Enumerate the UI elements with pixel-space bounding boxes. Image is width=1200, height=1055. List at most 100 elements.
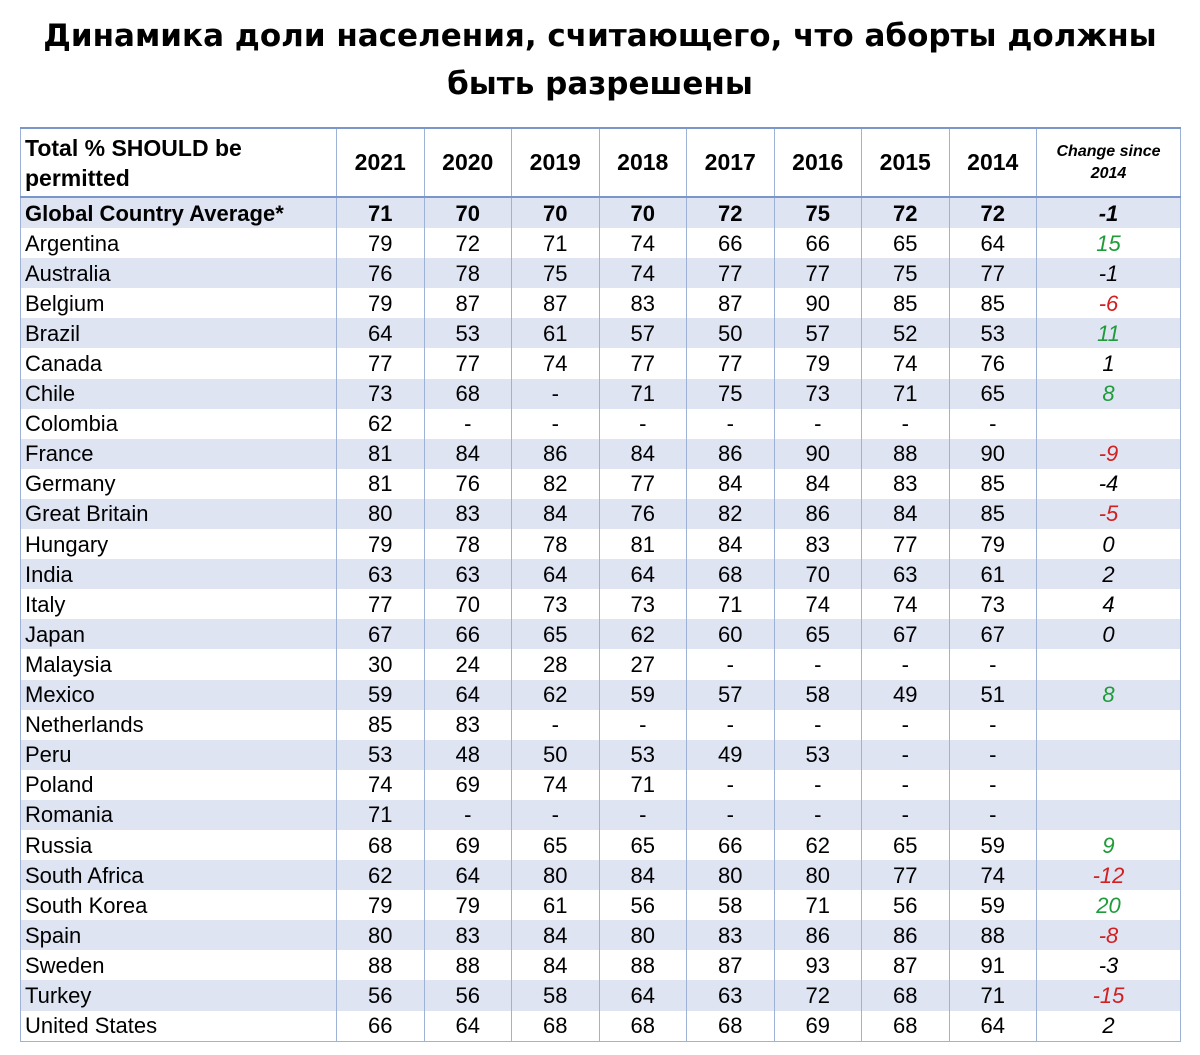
value-cell-2016: 70 xyxy=(773,559,862,590)
value-cell-2021: 73 xyxy=(336,378,425,409)
value-cell-2016: 79 xyxy=(773,348,862,379)
country-cell: Colombia xyxy=(20,408,337,439)
header-year-2021: 2021 xyxy=(336,127,425,198)
value-cell-2014: 76 xyxy=(948,348,1037,379)
value-cell-2016: 86 xyxy=(773,498,862,530)
value-cell-2017: 84 xyxy=(686,468,775,499)
value-cell-2017: 80 xyxy=(686,860,775,891)
change-cell xyxy=(1036,739,1181,770)
page-title: Динамика доли населения, считающего, что… xyxy=(43,18,1157,102)
value-cell-2016: 77 xyxy=(773,258,862,289)
value-cell-2014: 51 xyxy=(948,679,1037,710)
value-cell-2020: - xyxy=(423,799,512,830)
value-cell-2018: 57 xyxy=(598,318,687,349)
value-cell-2021: 81 xyxy=(336,438,425,469)
value-cell-2020: 24 xyxy=(423,649,512,680)
value-cell-2020: 70 xyxy=(423,197,512,229)
change-cell xyxy=(1036,408,1181,439)
value-cell-2017: 68 xyxy=(686,1010,775,1042)
value-cell-2020: 70 xyxy=(423,589,512,620)
value-cell-2015: 49 xyxy=(861,679,950,710)
value-cell-2020: 84 xyxy=(423,438,512,469)
value-cell-2019: - xyxy=(511,709,600,740)
value-cell-2015: 83 xyxy=(861,468,950,499)
value-cell-2019: 75 xyxy=(511,258,600,289)
value-cell-2020: 48 xyxy=(423,739,512,770)
table-row: India 63 63 64 64 68 70 63 61 2 xyxy=(20,559,1181,590)
header-year-2014: 2014 xyxy=(948,127,1037,198)
value-cell-2014: 59 xyxy=(948,890,1037,921)
table-row: Colombia 62- - - - - - - xyxy=(20,408,1181,439)
header-year-2019: 2019 xyxy=(511,127,600,198)
value-cell-2016: 72 xyxy=(773,980,862,1011)
value-cell-2021: 79 xyxy=(336,529,425,560)
table-row: Hungary 79 78 78 81 84 83 77 79 0 xyxy=(20,529,1181,560)
table-row: Argentina 79 72 71 74 66 66 65 64 15 xyxy=(20,228,1181,259)
change-cell xyxy=(1036,709,1181,740)
value-cell-2018: 83 xyxy=(598,288,687,319)
value-cell-2020: 64 xyxy=(423,1010,512,1042)
value-cell-2019: 65 xyxy=(511,829,600,861)
value-cell-2014: - xyxy=(948,799,1037,830)
change-cell: 2 xyxy=(1036,559,1181,590)
country-cell: Peru xyxy=(20,739,337,770)
country-cell: South Africa xyxy=(20,860,337,891)
value-cell-2020: 64 xyxy=(423,860,512,891)
table-row: Sweden 88 88 84 88 87 93 87 91 -3 xyxy=(20,950,1181,981)
value-cell-2014: 65 xyxy=(948,378,1037,409)
value-cell-2015: 63 xyxy=(861,559,950,590)
value-cell-2017: 66 xyxy=(686,228,775,259)
value-cell-2020: 66 xyxy=(423,619,512,650)
value-cell-2019: 58 xyxy=(511,980,600,1011)
value-cell-2018: 74 xyxy=(598,258,687,289)
header-year-2020: 2020 xyxy=(423,127,512,198)
value-cell-2017: - xyxy=(686,709,775,740)
change-cell: -15 xyxy=(1036,980,1181,1011)
value-cell-2020: 76 xyxy=(423,468,512,499)
value-cell-2019: 74 xyxy=(511,769,600,800)
value-cell-2017: 82 xyxy=(686,498,775,530)
value-cell-2019: 74 xyxy=(511,348,600,379)
value-cell-2018: 65 xyxy=(598,829,687,861)
header-row: Total % SHOULD be permitted 2021 2020 2019 2… xyxy=(20,127,1181,198)
change-cell xyxy=(1036,769,1181,800)
table-row: Great Britain 80 83 84 76 82 86 84 85 -5 xyxy=(20,498,1181,530)
value-cell-2017: 87 xyxy=(686,950,775,981)
value-cell-2015: 75 xyxy=(861,258,950,289)
value-cell-2014: 90 xyxy=(948,438,1037,469)
value-cell-2016: 93 xyxy=(773,950,862,981)
value-cell-2017: 49 xyxy=(686,739,775,770)
value-cell-2015: 84 xyxy=(861,498,950,530)
change-cell: 15 xyxy=(1036,228,1181,259)
value-cell-2020: 78 xyxy=(423,258,512,289)
value-cell-2016: 53 xyxy=(773,739,862,770)
table-row: Mexico 59 64 62 59 57 58 49 51 8 xyxy=(20,679,1181,710)
value-cell-2021: 71 xyxy=(336,799,425,830)
value-cell-2015: - xyxy=(861,769,950,800)
value-cell-2016: 73 xyxy=(773,378,862,409)
value-cell-2017: 86 xyxy=(686,438,775,469)
country-cell: Hungary xyxy=(20,529,337,560)
country-cell: India xyxy=(20,559,337,590)
value-cell-2020: 87 xyxy=(423,288,512,319)
value-cell-2017: 84 xyxy=(686,529,775,560)
value-cell-2017: 50 xyxy=(686,318,775,349)
value-cell-2015: 67 xyxy=(861,619,950,650)
country-cell: Germany xyxy=(20,468,337,499)
value-cell-2016: 90 xyxy=(773,438,862,469)
value-cell-2019: 64 xyxy=(511,559,600,590)
value-cell-2017: - xyxy=(686,649,775,680)
value-cell-2015: - xyxy=(861,739,950,770)
value-cell-2019: 61 xyxy=(511,890,600,921)
data-table: Total % SHOULD be permitted 2021 2020 2019 2… xyxy=(20,127,1181,1042)
value-cell-2017: 60 xyxy=(686,619,775,650)
value-cell-2019: 87 xyxy=(511,288,600,319)
value-cell-2020: - xyxy=(423,408,512,439)
value-cell-2021: 85 xyxy=(336,709,425,740)
value-cell-2016: 90 xyxy=(773,288,862,319)
value-cell-2021: 30 xyxy=(336,649,425,680)
value-cell-2014: 72 xyxy=(948,197,1037,229)
value-cell-2015: 68 xyxy=(861,980,950,1011)
value-cell-2021: 79 xyxy=(336,890,425,921)
change-cell: -1 xyxy=(1036,197,1181,229)
